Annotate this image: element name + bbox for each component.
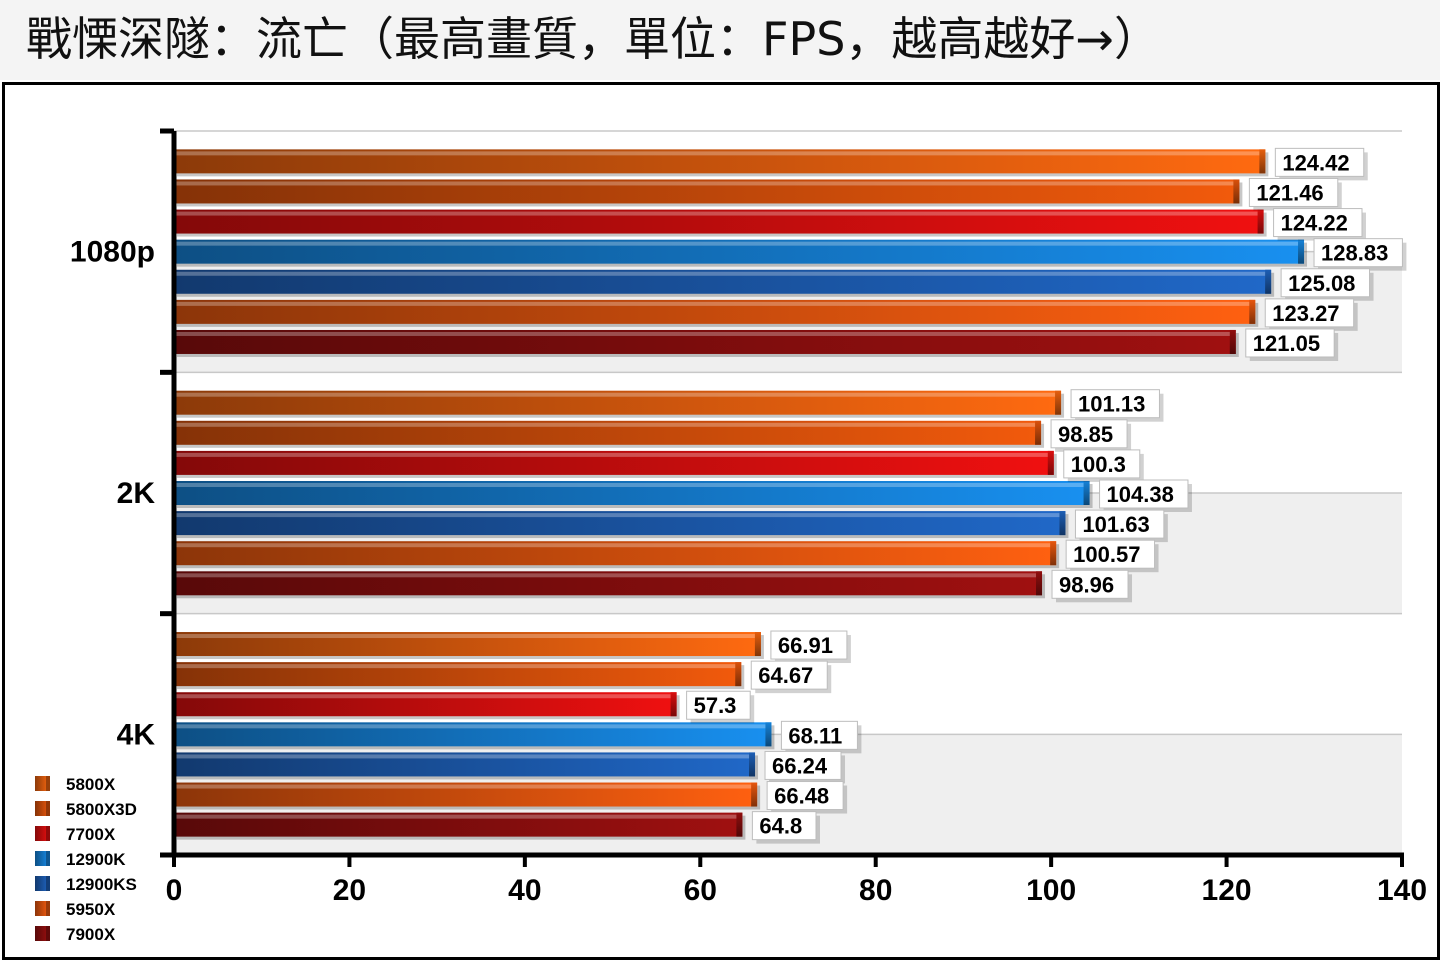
category-label: 4K [117, 718, 156, 751]
value-label: 57.3 [686, 690, 755, 724]
x-tick-label: 80 [859, 874, 892, 907]
svg-text:101.63: 101.63 [1082, 512, 1149, 537]
svg-text:124.22: 124.22 [1281, 211, 1348, 236]
svg-text:98.85: 98.85 [1058, 422, 1113, 447]
svg-text:128.83: 128.83 [1321, 241, 1388, 266]
x-tick-label: 120 [1202, 874, 1252, 907]
bar-12900KS-4K [174, 752, 759, 780]
value-label: 125.08 [1280, 268, 1374, 301]
category-label: 2K [117, 477, 156, 510]
svg-text:104.38: 104.38 [1107, 482, 1174, 507]
x-tick-label: 100 [1026, 874, 1076, 907]
value-label: 98.96 [1051, 569, 1133, 603]
svg-text:7900X: 7900X [66, 925, 116, 944]
svg-text:124.42: 124.42 [1282, 150, 1349, 175]
svg-text:68.11: 68.11 [788, 723, 842, 748]
value-label: 100.3 [1063, 449, 1144, 482]
svg-text:66.24: 66.24 [772, 753, 828, 778]
bar-7900X-1080p [174, 329, 1239, 357]
svg-text:100.3: 100.3 [1071, 452, 1126, 477]
bar-12900KS-2K [174, 511, 1069, 539]
svg-text:98.96: 98.96 [1059, 572, 1114, 597]
value-label: 124.42 [1274, 147, 1368, 181]
value-label: 100.57 [1065, 539, 1159, 573]
bar-7700X-2K [174, 450, 1057, 478]
legend-item: 12900KS [35, 875, 137, 894]
chart-title: 戰慄深隧：流亡（最高畫質，單位：FPS，越高越好→） [26, 12, 1160, 66]
svg-text:5800X: 5800X [66, 775, 116, 794]
value-label: 68.11 [780, 720, 862, 754]
bar-7700X-1080p [174, 209, 1267, 237]
legend-item: 5800X3D [35, 800, 137, 819]
svg-text:121.46: 121.46 [1256, 180, 1323, 205]
bar-5950X-2K [174, 541, 1060, 569]
bar-5800X3D-1080p [174, 179, 1243, 207]
bar-5800X-4K [174, 632, 764, 660]
svg-text:100.57: 100.57 [1073, 542, 1140, 567]
bar-12900K-1080p [174, 239, 1308, 267]
x-tick-label: 140 [1377, 874, 1427, 907]
legend-item: 7700X [35, 825, 116, 844]
bar-12900K-2K [174, 481, 1093, 508]
svg-text:121.05: 121.05 [1253, 331, 1320, 356]
value-label: 124.22 [1273, 208, 1366, 241]
axes: 0 20 40 60 80 100 120 140 1080p 2K 4K [70, 128, 1427, 907]
legend-item: 5950X [35, 900, 116, 919]
category-label: 1080p [70, 236, 155, 269]
value-label: 101.63 [1074, 509, 1168, 543]
value-label: 123.27 [1264, 298, 1358, 331]
value-label: 101.13 [1070, 389, 1164, 422]
value-label: 121.46 [1248, 177, 1342, 211]
bar-5800X-2K [174, 390, 1065, 418]
svg-text:64.67: 64.67 [758, 663, 813, 688]
bar-12900KS-1080p [174, 269, 1275, 297]
legend-item: 5800X [35, 775, 116, 794]
svg-text:12900KS: 12900KS [66, 875, 137, 894]
legend-item: 12900K [35, 850, 126, 869]
value-label: 66.24 [764, 750, 846, 784]
value-label: 66.48 [766, 781, 848, 814]
bar-7700X-4K [174, 692, 680, 720]
svg-text:5800X3D: 5800X3D [66, 800, 137, 819]
value-label: 121.05 [1245, 328, 1339, 361]
value-labels: 124.42 121.46 124.22 128.83 125.08 123.27 121.… [686, 147, 1407, 844]
bar-7900X-4K [174, 812, 746, 840]
x-tick-label: 60 [684, 874, 717, 907]
svg-text:64.8: 64.8 [759, 814, 802, 839]
svg-text:5950X: 5950X [66, 900, 116, 919]
svg-text:7700X: 7700X [66, 825, 116, 844]
svg-text:12900K: 12900K [66, 850, 126, 869]
legend-item: 7900X [35, 925, 116, 944]
bar-7900X-2K [174, 571, 1046, 599]
bar-5800X3D-2K [174, 420, 1045, 448]
x-tick-label: 40 [508, 874, 541, 907]
value-label: 128.83 [1313, 238, 1407, 271]
x-tick-label: 0 [166, 874, 183, 907]
bar-12900K-4K [174, 722, 775, 750]
svg-text:123.27: 123.27 [1272, 301, 1339, 326]
value-label: 64.8 [751, 811, 820, 844]
bar-5800X-1080p [174, 149, 1269, 177]
svg-text:57.3: 57.3 [694, 693, 737, 718]
bar-5950X-1080p [174, 299, 1259, 327]
svg-text:101.13: 101.13 [1078, 392, 1145, 417]
bar-5950X-4K [174, 782, 761, 810]
svg-text:66.48: 66.48 [774, 784, 829, 809]
legend: 5800X 5800X3D 7700X 12900K 12900KS 5950X 7900X [35, 775, 137, 944]
bars [174, 149, 1308, 840]
svg-text:66.91: 66.91 [778, 633, 833, 658]
svg-text:125.08: 125.08 [1288, 271, 1355, 296]
title-bar: 戰慄深隧：流亡（最高畫質，單位：FPS，越高越好→） [0, 0, 1440, 80]
value-label: 66.91 [770, 630, 851, 664]
value-label: 104.38 [1099, 479, 1192, 512]
bar-5800X3D-4K [174, 662, 745, 690]
value-label: 64.67 [750, 660, 832, 694]
x-tick-label: 20 [333, 874, 366, 907]
value-label: 98.85 [1050, 419, 1132, 452]
